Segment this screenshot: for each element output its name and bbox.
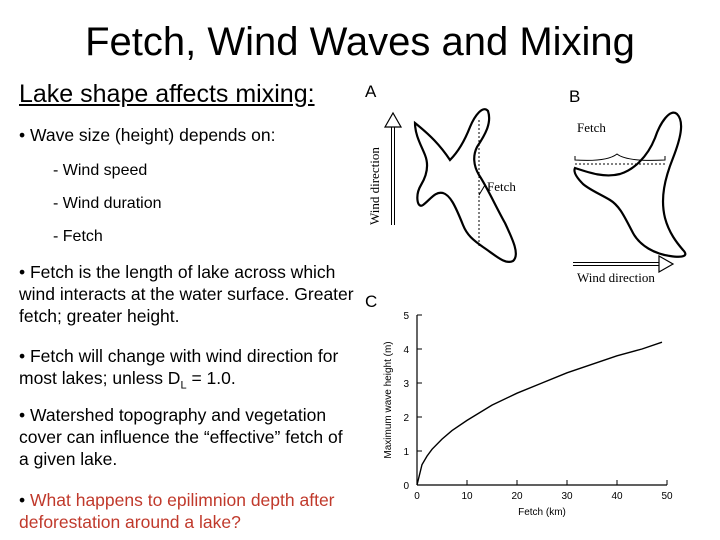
- y-tick-label: 3: [403, 379, 409, 390]
- y-tick-label: 5: [403, 311, 409, 322]
- sub-item-fetch: - Fetch: [53, 228, 103, 245]
- x-axis-label: Fetch (km): [518, 507, 566, 518]
- fetch-brace-a: [478, 174, 486, 196]
- wind-arrow-b: [573, 254, 675, 274]
- wind-direction-label-a: Wind direction: [367, 147, 382, 225]
- x-tick-label: 40: [611, 491, 623, 502]
- panel-a-diagram: A Wind direction Fetch: [365, 82, 517, 263]
- wind-direction-label-b: Wind direction: [577, 270, 655, 285]
- bullet-question: • What happens to epilimnion depth after…: [19, 490, 335, 532]
- y-tick-label: 2: [403, 413, 409, 424]
- bullet-watershed: • Watershed topography and vegetation co…: [19, 405, 343, 469]
- lake-outline-a: [413, 108, 517, 263]
- series-line: [416, 341, 663, 486]
- y-tick-label: 4: [403, 345, 409, 356]
- fetch-label-b: Fetch: [577, 120, 606, 135]
- slide-title: Fetch, Wind Waves and Mixing: [85, 20, 635, 64]
- panel-c-label: C: [365, 292, 377, 311]
- wind-arrow-a: [383, 111, 403, 225]
- panel-b-diagram: B Fetch Wind direction: [569, 87, 687, 285]
- y-axis-label: Maximum wave height (m): [383, 341, 394, 458]
- y-tick-label: 1: [403, 447, 409, 458]
- bullet-fetch-direction: • Fetch will change with wind direction …: [19, 346, 339, 392]
- y-tick-label: 0: [403, 481, 409, 492]
- bullet-fetch-definition: • Fetch is the length of lake across whi…: [19, 262, 354, 326]
- panel-b-label: B: [569, 87, 580, 106]
- fetch-brace-b: [574, 153, 666, 161]
- x-tick-label: 30: [561, 491, 573, 502]
- x-tick-label: 10: [461, 491, 473, 502]
- x-tick-label: 20: [511, 491, 523, 502]
- panel-a-label: A: [365, 82, 377, 101]
- bullet-wave-size: • Wave size (height) depends on:: [19, 125, 276, 145]
- lake-outline-b: [573, 111, 687, 258]
- slide-subtitle: Lake shape affects mixing:: [19, 80, 315, 108]
- x-tick-label: 0: [414, 491, 420, 502]
- x-tick-label: 50: [661, 491, 673, 502]
- sub-item-wind-speed: - Wind speed: [53, 162, 148, 179]
- sub-item-wind-duration: - Wind duration: [53, 195, 162, 212]
- fetch-label-a: Fetch: [487, 179, 516, 194]
